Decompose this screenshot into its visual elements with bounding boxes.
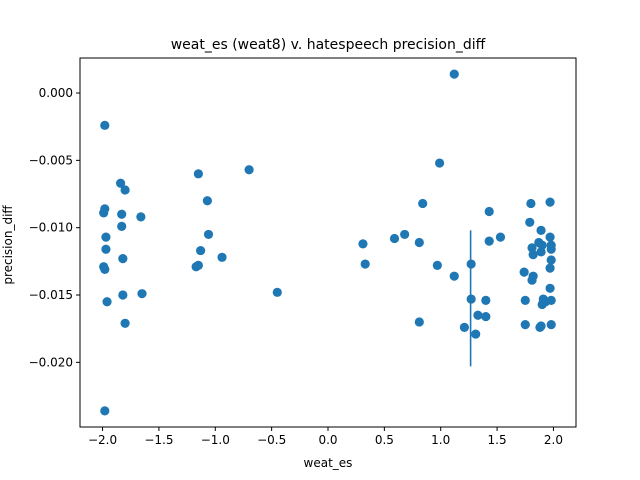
scatter-point <box>100 264 110 275</box>
x-axis-title: weat_es <box>304 456 353 470</box>
scatter-point <box>459 322 469 332</box>
scatter-point <box>272 287 282 297</box>
scatter-point <box>484 236 494 246</box>
scatter-point <box>481 311 491 322</box>
scatter-point <box>546 255 556 265</box>
scatter-point <box>484 206 494 217</box>
scatter-point <box>136 212 146 222</box>
scatter-point <box>400 229 410 240</box>
scatter-point <box>137 289 147 299</box>
scatter-point <box>545 232 555 242</box>
x-tick-label: −1.0 <box>201 433 230 447</box>
x-tick-label: 0.0 <box>318 433 337 447</box>
scatter-point <box>473 310 483 320</box>
y-axis-title: precision_diff <box>1 205 15 285</box>
x-axis: −2.0 −1.5 −1.0 −0.5 0.0 0.5 1.0 1.5 2.0 <box>88 427 563 447</box>
scatter-point <box>527 275 537 285</box>
scatter-point <box>536 225 546 235</box>
x-tick-label: 0.5 <box>375 433 394 447</box>
data-marks <box>99 69 556 416</box>
scatter-point <box>117 221 127 231</box>
scatter-point <box>100 406 110 416</box>
x-tick-label: −0.5 <box>257 433 286 447</box>
scatter-point <box>101 244 111 254</box>
y-tick-label: −0.015 <box>29 288 73 302</box>
x-tick-label: −1.5 <box>144 433 173 447</box>
scatter-point <box>358 239 368 249</box>
scatter-point <box>120 185 130 195</box>
scatter-point <box>449 69 459 79</box>
x-tick-label: −2.0 <box>88 433 117 447</box>
scatter-point <box>196 245 206 256</box>
scatter-point <box>520 295 530 306</box>
scatter-point <box>546 320 556 330</box>
scatter-point <box>244 165 254 175</box>
chart-title: weat_es (weat8) v. hatespeech precision_… <box>171 37 486 53</box>
scatter-point <box>389 233 400 244</box>
scatter-point <box>471 329 481 339</box>
scatter-point <box>432 260 442 270</box>
scatter-point <box>102 297 112 307</box>
scatter-point <box>535 322 545 332</box>
scatter-point <box>193 260 203 270</box>
scatter-point <box>481 295 491 306</box>
scatter-point <box>545 263 555 273</box>
scatter-point <box>203 229 214 240</box>
scatter-point <box>418 198 428 209</box>
scatter-point <box>120 318 130 328</box>
scatter-point <box>519 267 529 277</box>
scatter-point <box>101 232 111 242</box>
scatter-point <box>449 271 459 281</box>
plot-area: −2.0 −1.5 −1.0 −0.5 0.0 0.5 1.0 1.5 2.0 0.000 −0.… <box>29 57 577 447</box>
x-tick-label: 1.0 <box>431 433 450 447</box>
scatter-point <box>118 290 128 300</box>
y-tick-label: −0.005 <box>29 153 73 167</box>
scatter-point <box>99 208 109 218</box>
scatter-point <box>545 197 555 207</box>
scatter-point <box>414 237 424 248</box>
scatter-point <box>217 252 227 262</box>
scatter-point <box>546 295 556 306</box>
scatter-point <box>545 283 555 293</box>
y-tick-label: −0.010 <box>29 221 73 235</box>
scatter-point <box>495 232 506 242</box>
scatter-point <box>520 320 530 330</box>
x-tick-label: 1.5 <box>488 433 507 447</box>
scatter-point <box>526 198 536 209</box>
scatter-point <box>435 158 445 168</box>
y-tick-label: −0.020 <box>29 355 73 369</box>
scatter-point <box>414 317 424 327</box>
scatter-point <box>528 250 538 260</box>
scatter-point <box>525 217 535 227</box>
scatter-point <box>118 254 128 264</box>
x-tick-label: 2.0 <box>544 433 563 447</box>
scatter-point <box>117 209 127 219</box>
scatter-point <box>100 120 110 130</box>
scatter-point <box>115 178 126 188</box>
plot-frame <box>79 57 577 428</box>
scatter-point <box>546 244 556 254</box>
scatter-point <box>536 247 546 257</box>
scatter-point <box>193 169 203 179</box>
y-axis: 0.000 −0.005 −0.010 −0.015 −0.020 <box>29 86 80 369</box>
scatter-point <box>202 196 212 206</box>
y-tick-label: 0.000 <box>39 86 73 100</box>
scatter-point <box>360 259 370 269</box>
